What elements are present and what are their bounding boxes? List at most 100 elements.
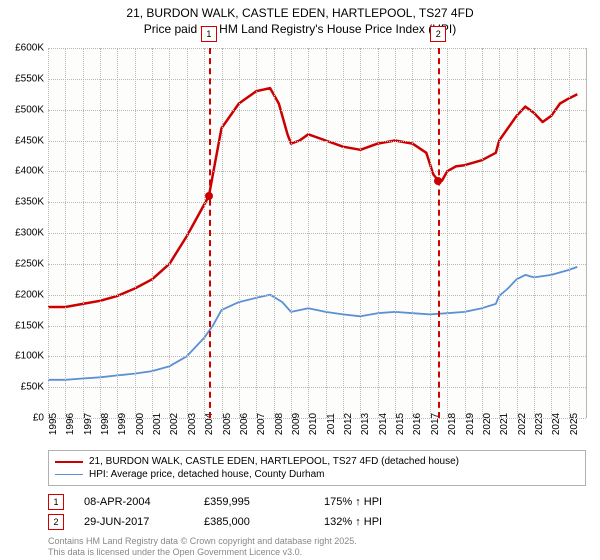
x-gridline <box>135 48 136 418</box>
series-line-hpi <box>48 267 577 380</box>
y-gridline <box>48 326 586 327</box>
x-axis-label: 2011 <box>326 413 337 435</box>
x-axis-label: 2025 <box>569 413 580 435</box>
x-gridline <box>430 48 431 418</box>
y-gridline <box>48 202 586 203</box>
event-marker-dot <box>434 177 442 185</box>
x-gridline <box>48 48 49 418</box>
title-line-1: 21, BURDON WALK, CASTLE EDEN, HARTLEPOOL… <box>0 6 600 22</box>
x-gridline <box>326 48 327 418</box>
x-gridline <box>395 48 396 418</box>
x-axis-label: 2015 <box>395 413 406 435</box>
transaction-price-2: £385,000 <box>204 516 304 528</box>
y-gridline <box>48 110 586 111</box>
series-line-property <box>48 88 577 307</box>
transaction-hpi-1: 175% ↑ HPI <box>324 496 424 508</box>
x-gridline <box>465 48 466 418</box>
transaction-price-1: £359,995 <box>204 496 304 508</box>
x-gridline <box>169 48 170 418</box>
x-axis-label: 1996 <box>65 413 76 435</box>
event-marker-dot <box>205 192 213 200</box>
x-gridline <box>482 48 483 418</box>
y-axis-label: £350K <box>15 197 44 208</box>
x-axis-label: 2024 <box>551 413 562 435</box>
x-axis-label: 1997 <box>83 413 94 435</box>
x-axis-label: 2001 <box>152 413 163 435</box>
y-axis-label: £550K <box>15 73 44 84</box>
x-gridline <box>534 48 535 418</box>
x-axis-label: 2019 <box>465 413 476 435</box>
x-gridline <box>517 48 518 418</box>
x-axis-label: 2002 <box>169 413 180 435</box>
x-axis-label: 2016 <box>412 413 423 435</box>
x-gridline <box>499 48 500 418</box>
y-gridline <box>48 141 586 142</box>
legend-and-footer: 21, BURDON WALK, CASTLE EDEN, HARTLEPOOL… <box>48 450 586 558</box>
x-axis-label: 2007 <box>256 413 267 435</box>
footer-line-2: This data is licensed under the Open Gov… <box>48 547 586 558</box>
x-axis-label: 2021 <box>499 413 510 435</box>
x-axis-label: 2008 <box>274 413 285 435</box>
x-axis-label: 2013 <box>360 413 371 435</box>
x-axis-label: 2020 <box>482 413 493 435</box>
x-gridline <box>187 48 188 418</box>
x-gridline <box>343 48 344 418</box>
y-axis-label: £200K <box>15 289 44 300</box>
x-gridline <box>239 48 240 418</box>
x-axis-label: 1995 <box>48 413 59 435</box>
x-gridline <box>551 48 552 418</box>
event-marker-line <box>438 48 440 418</box>
x-axis-label: 2000 <box>135 413 146 435</box>
x-gridline <box>447 48 448 418</box>
y-axis-label: £0 <box>33 413 44 424</box>
y-axis-label: £450K <box>15 135 44 146</box>
legend-item-hpi: HPI: Average price, detached house, Coun… <box>55 468 579 481</box>
x-axis-label: 2018 <box>447 413 458 435</box>
y-gridline <box>48 387 586 388</box>
chart-container: 21, BURDON WALK, CASTLE EDEN, HARTLEPOOL… <box>0 0 600 560</box>
transaction-row-2: 2 29-JUN-2017 £385,000 132% ↑ HPI <box>48 512 586 532</box>
event-marker-box: 2 <box>430 26 446 42</box>
title-line-2: Price paid vs. HM Land Registry's House … <box>0 22 600 38</box>
x-gridline <box>117 48 118 418</box>
x-axis-label: 2010 <box>308 413 319 435</box>
transaction-marker-1: 1 <box>48 494 64 510</box>
transaction-date-1: 08-APR-2004 <box>84 496 184 508</box>
x-gridline <box>378 48 379 418</box>
y-axis-label: £50K <box>21 382 44 393</box>
x-gridline <box>152 48 153 418</box>
footer-line-1: Contains HM Land Registry data © Crown c… <box>48 536 586 547</box>
legend-item-property: 21, BURDON WALK, CASTLE EDEN, HARTLEPOOL… <box>55 455 579 468</box>
y-gridline <box>48 264 586 265</box>
y-gridline <box>48 171 586 172</box>
x-gridline <box>222 48 223 418</box>
y-gridline <box>48 233 586 234</box>
x-gridline <box>569 48 570 418</box>
legend-label-hpi: HPI: Average price, detached house, Coun… <box>89 469 325 480</box>
plot-area: £0£50K£100K£150K£200K£250K£300K£350K£400… <box>48 48 587 418</box>
legend-label-property: 21, BURDON WALK, CASTLE EDEN, HARTLEPOOL… <box>89 456 459 467</box>
legend-swatch-hpi <box>55 474 83 475</box>
event-marker-box: 1 <box>201 26 217 42</box>
legend-swatch-property <box>55 461 83 463</box>
y-axis-label: £300K <box>15 228 44 239</box>
x-axis-label: 2005 <box>222 413 233 435</box>
y-axis-label: £100K <box>15 351 44 362</box>
x-axis-label: 2022 <box>517 413 528 435</box>
transaction-row-1: 1 08-APR-2004 £359,995 175% ↑ HPI <box>48 492 586 512</box>
x-axis-label: 2006 <box>239 413 250 435</box>
legend-box: 21, BURDON WALK, CASTLE EDEN, HARTLEPOOL… <box>48 450 586 486</box>
x-gridline <box>274 48 275 418</box>
x-gridline <box>256 48 257 418</box>
y-gridline <box>48 295 586 296</box>
transaction-date-2: 29-JUN-2017 <box>84 516 184 528</box>
y-gridline <box>48 356 586 357</box>
transaction-hpi-2: 132% ↑ HPI <box>324 516 424 528</box>
x-axis-label: 2014 <box>378 413 389 435</box>
x-axis-label: 2009 <box>291 413 302 435</box>
y-axis-label: £400K <box>15 166 44 177</box>
event-marker-line <box>209 48 211 418</box>
y-gridline <box>48 79 586 80</box>
x-gridline <box>308 48 309 418</box>
transaction-marker-2: 2 <box>48 514 64 530</box>
